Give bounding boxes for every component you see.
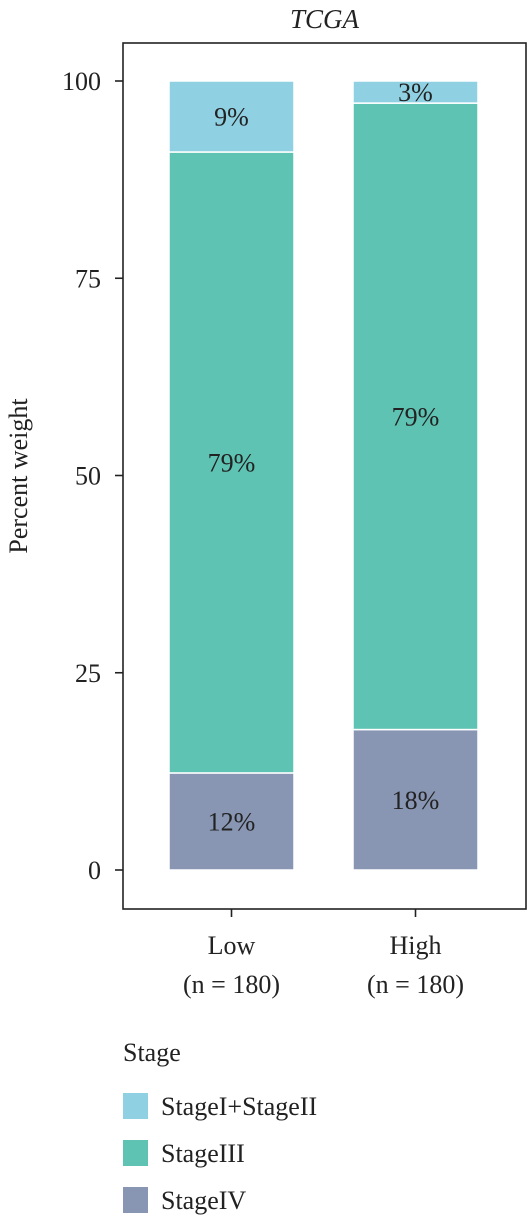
x-category-sample-size: (n = 180) <box>367 970 464 999</box>
legend-label: StageI+StageII <box>161 1092 317 1121</box>
bar-segment <box>352 80 479 104</box>
legend-swatch <box>123 1187 148 1213</box>
bar-segment-label: 9% <box>214 103 249 132</box>
y-tick-label: 100 <box>62 67 101 96</box>
bar-segment-label: 79% <box>208 448 256 477</box>
bar-segment-label: 79% <box>392 402 440 431</box>
legend-swatch <box>123 1140 148 1166</box>
y-tick-label: 50 <box>75 462 101 491</box>
legend-title: Stage <box>123 1038 181 1067</box>
y-axis-label: Percent weight <box>4 398 33 554</box>
bar-segment-label: 12% <box>208 807 256 836</box>
y-tick-label: 25 <box>75 659 101 688</box>
bar-segment-label: 18% <box>392 786 440 815</box>
x-category-sample-size: (n = 180) <box>183 970 280 999</box>
y-tick-label: 75 <box>75 264 101 293</box>
legend-swatch <box>123 1093 148 1119</box>
bar-segment <box>168 772 295 871</box>
x-category-label: High <box>390 931 442 960</box>
bar-segment <box>352 728 479 871</box>
chart-title: TCGA <box>290 4 360 34</box>
x-category-label: Low <box>208 931 256 960</box>
legend-label: StageIII <box>161 1139 245 1168</box>
bar-segment <box>168 151 295 774</box>
bar-segment-label: 3% <box>398 78 433 107</box>
bar-segment <box>168 80 295 153</box>
legend-label: StageIV <box>161 1186 246 1215</box>
y-tick-label: 0 <box>88 856 101 885</box>
bar-segment <box>352 102 479 731</box>
